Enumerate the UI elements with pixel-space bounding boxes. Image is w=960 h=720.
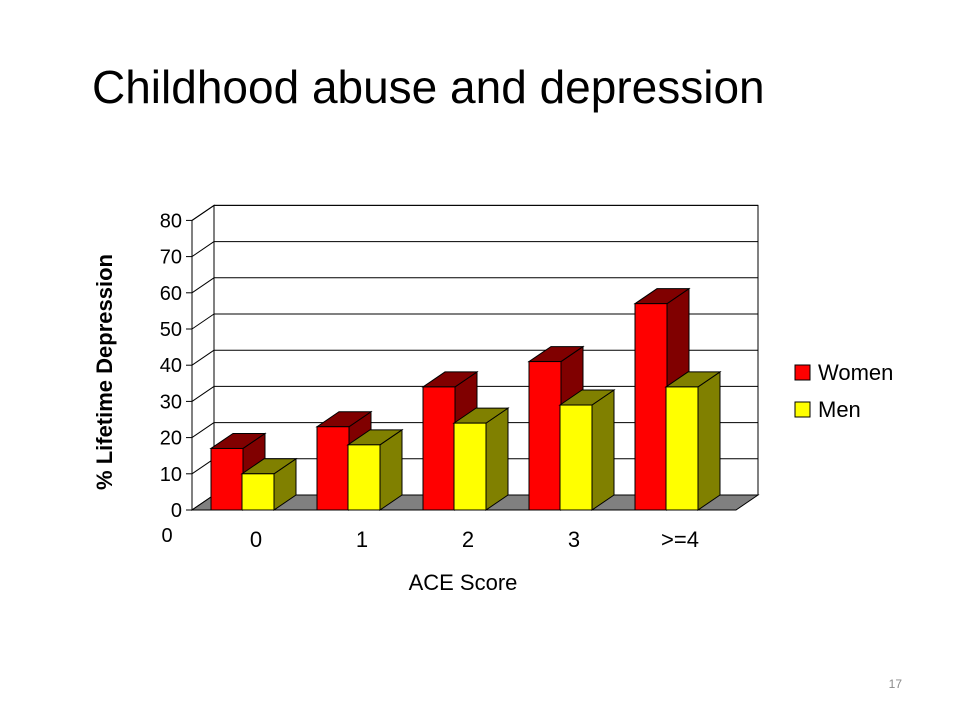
bar-side — [591, 389, 615, 511]
x-tick-label: 3 — [568, 527, 580, 552]
bar-front — [241, 473, 275, 511]
bar-side — [697, 370, 721, 511]
gridline-side — [191, 313, 215, 330]
x-axis-label: ACE Score — [409, 570, 518, 595]
y-tick-label: 40 — [160, 355, 182, 377]
slide-title: Childhood abuse and depression — [92, 61, 765, 113]
legend-swatch-women — [794, 364, 811, 381]
bar-front — [210, 447, 244, 511]
legend-swatch-men — [794, 401, 811, 418]
gridline-side — [191, 349, 215, 366]
gridline-side — [191, 458, 215, 475]
bar-front — [528, 361, 562, 511]
gridline-side — [191, 385, 215, 402]
legend-label-men: Men — [818, 397, 861, 422]
bar-front — [634, 303, 668, 511]
y-tick-label: 10 — [160, 464, 182, 486]
y-tick-label: 20 — [160, 428, 182, 450]
bar-men-3 — [558, 389, 616, 511]
bar-front — [665, 386, 699, 511]
gridline-side — [191, 241, 215, 258]
y-tick-label: 0 — [171, 500, 182, 522]
y-tick-label: 80 — [160, 210, 182, 232]
y-tick-label: 30 — [160, 391, 182, 413]
gridline-side — [191, 422, 215, 439]
bar-men-4 — [664, 370, 722, 511]
legend-label-women: Women — [818, 360, 893, 385]
bar-front — [453, 422, 487, 511]
gridline-side — [191, 204, 215, 221]
bar-men-0 — [240, 457, 298, 511]
bar-men-2 — [452, 407, 510, 511]
bar-front — [347, 444, 381, 511]
bar-men-1 — [346, 428, 404, 511]
y-tick-label: 60 — [160, 283, 182, 305]
x-tick-label: 0 — [250, 527, 262, 552]
corner-label: 0 — [161, 525, 172, 547]
bar-front — [422, 386, 456, 511]
x-tick-label: >=4 — [661, 527, 699, 552]
gridline-side — [191, 277, 215, 294]
bar-front — [559, 404, 593, 511]
x-tick-label: 2 — [462, 527, 474, 552]
y-tick-label: 70 — [160, 247, 182, 269]
page-number: 17 — [888, 677, 902, 691]
y-tick-label: 50 — [160, 319, 182, 341]
bar-front — [316, 426, 350, 511]
bar-side — [485, 407, 509, 511]
x-tick-label: 1 — [356, 527, 368, 552]
